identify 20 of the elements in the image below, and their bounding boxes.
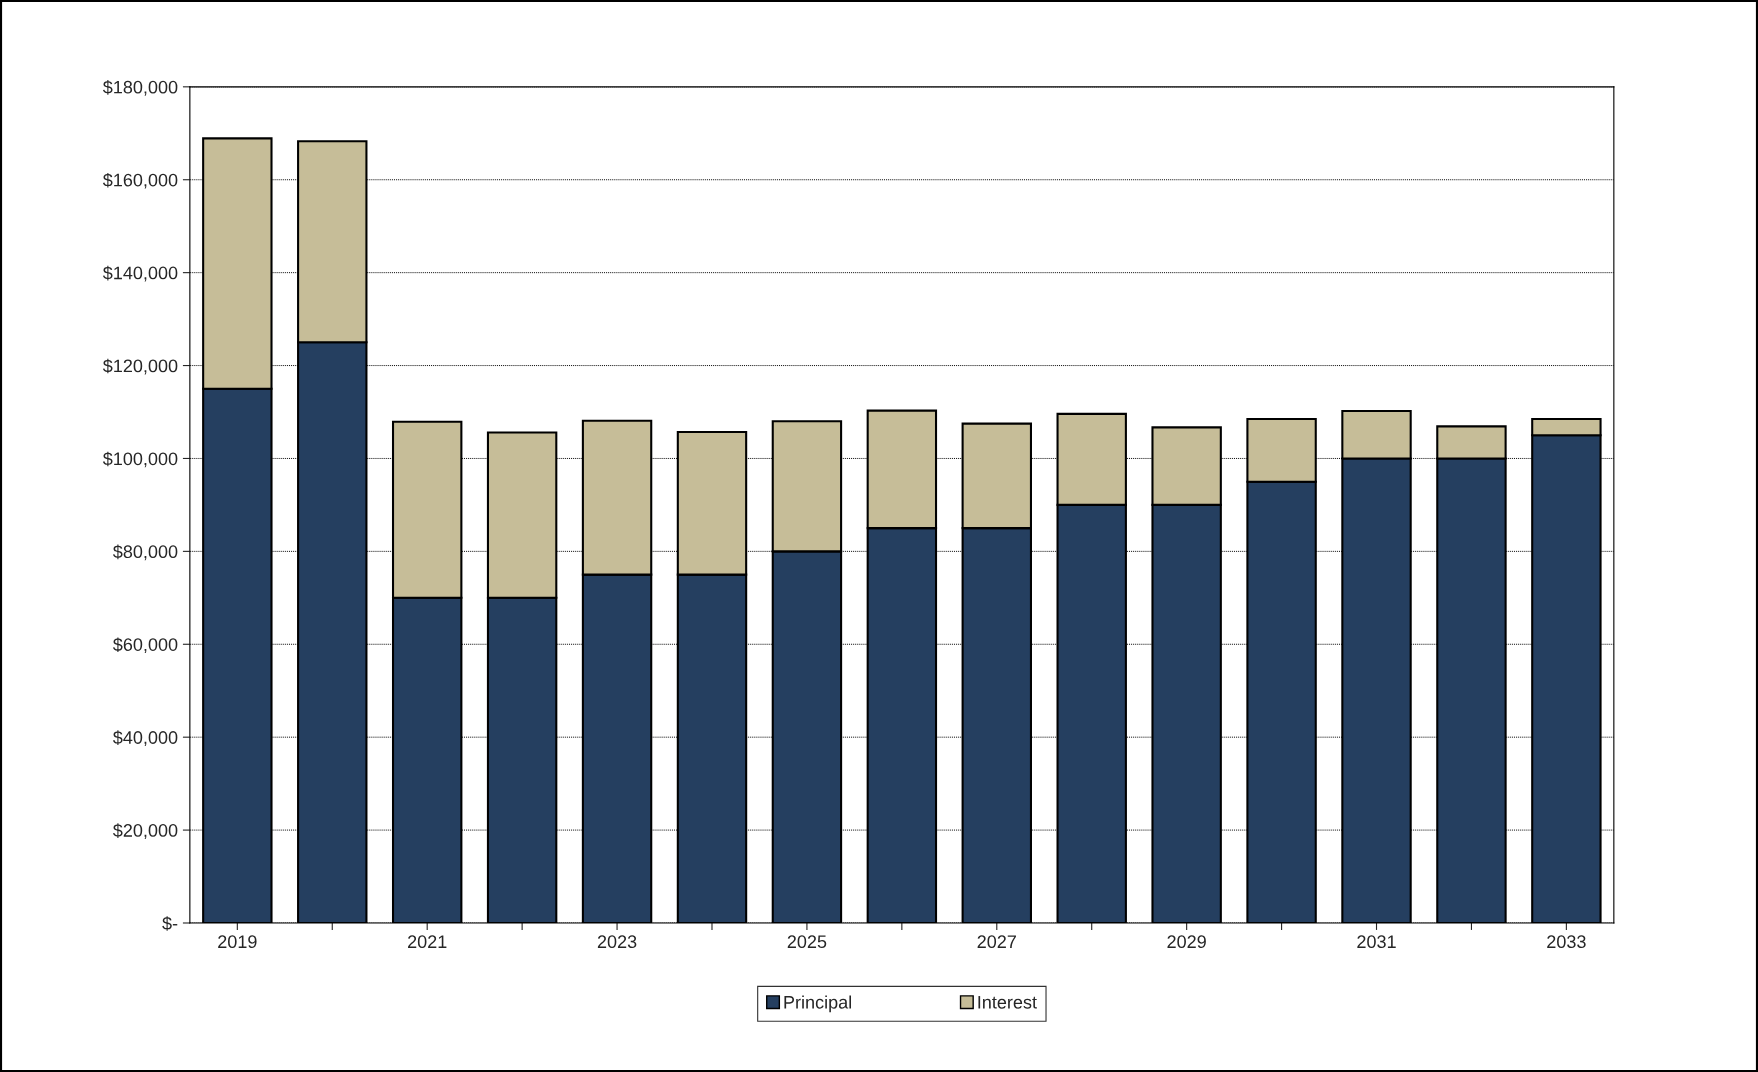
- x-tick-label: 2023: [597, 935, 637, 949]
- x-tick-label: 2029: [1167, 935, 1206, 949]
- y-tick-label: $40,000: [112, 730, 178, 747]
- x-tick-label: 2019: [218, 935, 257, 949]
- x-tick-label: 2021: [408, 935, 447, 949]
- y-tick-label: $-: [162, 916, 178, 931]
- x-tick-label: 2031: [1357, 935, 1396, 949]
- y-tick-label: $140,000: [102, 265, 178, 282]
- x-tick-label: 2033: [1547, 935, 1586, 949]
- y-tick-label: $120,000: [102, 358, 178, 375]
- legend-label: Principal: [784, 995, 851, 1013]
- y-tick-label: $100,000: [102, 451, 178, 468]
- y-tick-label: $80,000: [112, 544, 178, 561]
- y-tick-label: $20,000: [112, 823, 178, 839]
- legend-label: Interest: [978, 996, 1037, 1009]
- x-tick-label: 2027: [977, 935, 1016, 949]
- y-tick-label: $180,000: [102, 80, 178, 96]
- x-tick-label: 2025: [787, 935, 827, 949]
- y-tick-label: $160,000: [102, 172, 178, 189]
- y-tick-label: $60,000: [112, 637, 178, 654]
